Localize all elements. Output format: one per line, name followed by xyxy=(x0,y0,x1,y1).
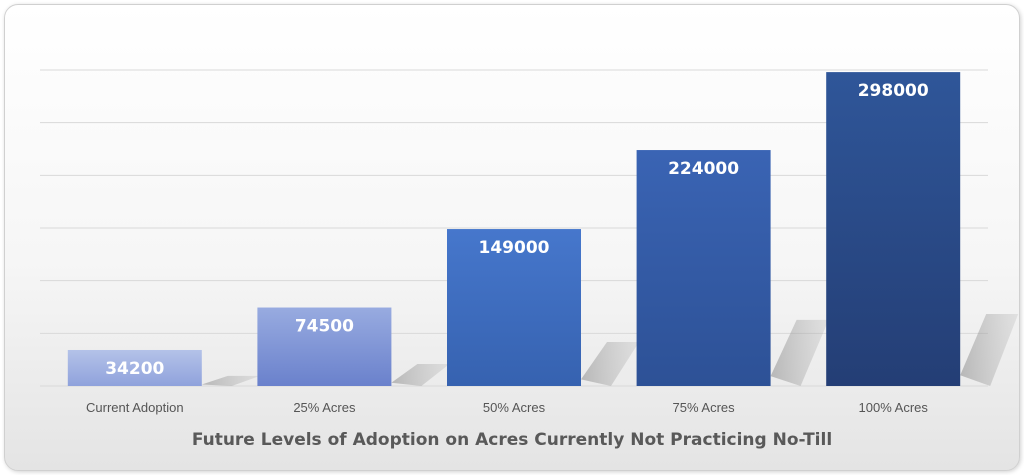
data-label: 74500 xyxy=(295,317,354,337)
data-label: 34200 xyxy=(105,359,164,379)
bar-shadow xyxy=(201,375,260,386)
bar-shadow xyxy=(581,342,639,386)
bar-shadow xyxy=(960,314,1019,386)
data-label: 298000 xyxy=(858,81,929,101)
bar-2 xyxy=(257,307,392,386)
bar-3 xyxy=(447,229,581,386)
data-label: 149000 xyxy=(479,238,550,258)
x-tick-labels: Current Adoption 25% Acres 50% Acres 75% Ac… xyxy=(86,400,928,415)
data-label: 224000 xyxy=(668,159,739,179)
bar-shadow xyxy=(391,364,450,386)
x-tick-label: 25% Acres xyxy=(293,400,356,415)
x-tick-label: 50% Acres xyxy=(483,400,546,415)
x-tick-label: Current Adoption xyxy=(86,400,184,415)
bar-5 xyxy=(826,72,961,387)
bar-shadows xyxy=(201,314,1019,386)
bar-1 xyxy=(67,349,202,386)
x-tick-label: 100% Acres xyxy=(859,400,929,415)
x-axis-title: Future Levels of Adoption on Acres Curre… xyxy=(192,430,832,450)
bar-shadow xyxy=(770,319,829,386)
bar-4 xyxy=(636,150,771,386)
x-tick-label: 75% Acres xyxy=(673,400,736,415)
data-labels: 34200 74500 149000 224000 298000 xyxy=(105,81,929,379)
bars xyxy=(67,72,961,387)
